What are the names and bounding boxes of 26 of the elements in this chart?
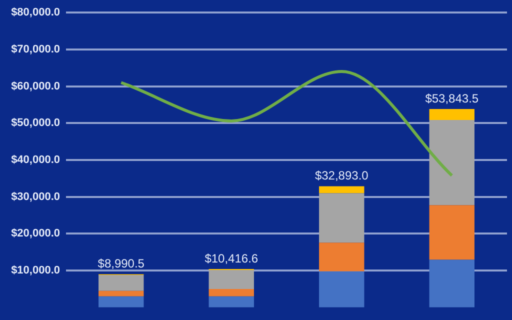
bar xyxy=(429,108,474,120)
total-label: $32,893.0 xyxy=(314,168,369,182)
y-tick-label: $30,000.0 xyxy=(11,190,60,203)
y-tick-label: $70,000.0 xyxy=(11,43,60,56)
bar xyxy=(208,288,254,296)
y-tick-label: $80,000.0 xyxy=(11,6,60,19)
bar xyxy=(208,296,254,308)
bar xyxy=(429,205,474,260)
y-tick-label: $50,000.0 xyxy=(11,117,60,130)
bar xyxy=(319,186,364,194)
y-tick-label: $60,000.0 xyxy=(11,80,60,92)
bar xyxy=(98,296,144,308)
bar xyxy=(208,270,254,289)
total-label: $8,990.5 xyxy=(98,256,145,271)
bar xyxy=(319,193,364,243)
bar xyxy=(98,290,144,296)
bar xyxy=(429,260,474,308)
y-tick-label: $20,000.0 xyxy=(11,228,60,240)
total-label: $10,416.6 xyxy=(204,251,258,266)
total-label: $53,843.5 xyxy=(425,91,479,106)
bar xyxy=(319,271,364,308)
bar xyxy=(429,120,474,206)
bar xyxy=(319,242,364,272)
bar xyxy=(98,275,144,291)
y-tick-label: $10,000.0 xyxy=(11,264,60,277)
y-tick-label: $40,000.0 xyxy=(11,154,60,166)
